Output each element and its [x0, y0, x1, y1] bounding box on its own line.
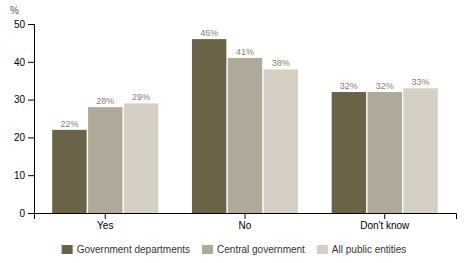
tick-label: 10 [14, 170, 26, 181]
legend-item: Government departments [62, 244, 190, 255]
tick-label: 20 [14, 132, 26, 143]
tick: 0 [19, 208, 34, 219]
tick: 50 [14, 19, 34, 30]
tick-label: No [239, 220, 252, 231]
bar [124, 103, 158, 213]
axis-domain [35, 214, 457, 220]
plot: 0 10 20 30 40 50 Yes No Don't know 22% 46% 32% 28% 41… [14, 19, 457, 231]
tick: 20 [14, 132, 34, 143]
legend-item: Central government [202, 244, 305, 255]
legend-swatch [62, 245, 73, 254]
tick-label: 0 [19, 208, 25, 219]
data-label: 46% [200, 28, 218, 38]
tick-mark [245, 213, 246, 219]
tick-mark [28, 24, 34, 25]
legend-item: All public entities [317, 244, 406, 255]
bar [192, 39, 226, 213]
legend-label: Central government [217, 244, 305, 255]
axis-domain [28, 25, 35, 214]
data-label: 32% [340, 81, 358, 91]
tick-mark [384, 213, 385, 219]
tick-mark [28, 62, 34, 63]
data-label: 32% [376, 81, 394, 91]
tick-label: 30 [14, 94, 26, 105]
x-axis: Yes No Don't know [35, 213, 457, 231]
legend-label: Government departments [77, 244, 190, 255]
tick: 40 [14, 57, 34, 68]
tick-mark [28, 137, 34, 138]
bar [228, 58, 262, 213]
data-label: 33% [412, 77, 430, 87]
bar [332, 92, 366, 213]
tick: No [239, 213, 252, 231]
tick-mark [105, 213, 106, 219]
tick-label: Don't know [360, 220, 410, 231]
chart: 0 10 20 30 40 50 Yes No Don't know 22% 46% 32% 28% 41… [0, 0, 468, 263]
data-label: 41% [236, 47, 254, 57]
bar [52, 130, 86, 213]
bar [264, 69, 298, 213]
legend-label: All public entities [332, 244, 406, 255]
bar [368, 92, 402, 213]
bars [52, 39, 438, 213]
tick-mark [28, 213, 34, 214]
y-axis: 0 10 20 30 40 50 [14, 19, 35, 219]
tick: Yes [97, 213, 113, 231]
bar [88, 107, 122, 213]
y-label: % [10, 5, 19, 16]
legend-swatch [317, 245, 328, 254]
tick-label: 40 [14, 57, 26, 68]
tick-label: 50 [14, 19, 26, 30]
legend: Government departments Central government… [62, 244, 407, 255]
data-label: 22% [60, 119, 78, 129]
tick: Don't know [360, 213, 410, 231]
tick: 30 [14, 94, 34, 105]
tick-label: Yes [97, 220, 113, 231]
legend-swatch [202, 245, 213, 254]
tick: 10 [14, 170, 34, 181]
tick-mark [28, 100, 34, 101]
bar [403, 88, 437, 213]
data-label: 38% [272, 58, 290, 68]
data-labels: 22% 46% 32% 28% 41% 32% 29% 38% 33% [60, 28, 429, 129]
data-label: 29% [132, 92, 150, 102]
data-label: 28% [96, 96, 114, 106]
tick-mark [28, 175, 34, 176]
